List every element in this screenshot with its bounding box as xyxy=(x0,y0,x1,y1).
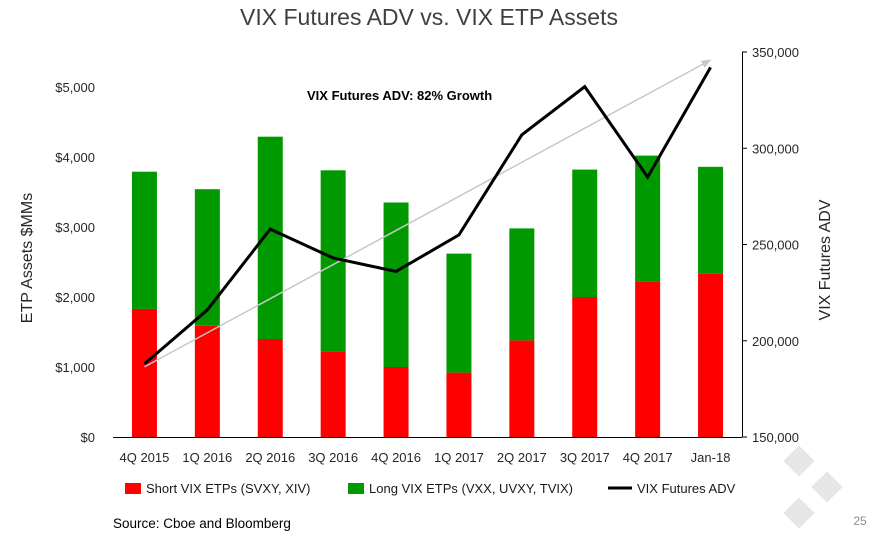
y-axis-left: $0 $1,000 $2,000 $3,000 $4,000 $5,000 xyxy=(55,80,95,445)
bar-long xyxy=(446,253,472,373)
bar-long xyxy=(194,189,220,326)
bar-long xyxy=(572,169,598,297)
bar-long xyxy=(698,166,724,274)
bar-short xyxy=(509,340,535,437)
x-tick-label: 1Q 2017 xyxy=(434,450,484,465)
x-tick-label: 1Q 2016 xyxy=(182,450,232,465)
bar-short xyxy=(572,297,598,437)
bar-short xyxy=(446,372,472,437)
trend-arrow-line xyxy=(144,59,712,368)
x-tick-label: 3Q 2017 xyxy=(560,450,610,465)
bar-long xyxy=(509,228,535,341)
trend-arrow xyxy=(144,59,712,368)
bar-short xyxy=(131,308,157,437)
bar-short xyxy=(698,273,724,437)
bar-short xyxy=(635,281,661,437)
y-tick-right: 150,000 xyxy=(752,430,799,445)
legend-swatch-short xyxy=(125,483,141,494)
bar-short xyxy=(383,367,409,437)
y-tick-left: $2,000 xyxy=(55,290,95,305)
y-tick-right: 200,000 xyxy=(752,334,799,349)
line-series xyxy=(143,66,712,365)
line-vix-futures-adv xyxy=(143,66,712,365)
axes xyxy=(113,52,743,438)
y-tick-right: 250,000 xyxy=(752,238,799,253)
bar-long xyxy=(383,202,409,367)
y-tick-right: 350,000 xyxy=(752,45,799,60)
x-tick-label: Jan-18 xyxy=(691,450,731,465)
bar-series xyxy=(131,136,724,437)
y-tick-left: $3,000 xyxy=(55,220,95,235)
bar-short xyxy=(257,339,283,437)
bar-long xyxy=(131,171,157,309)
logo-mark xyxy=(783,445,843,529)
annotation-growth: VIX Futures ADV: 82% Growth xyxy=(307,88,492,103)
y-axis-label-right: VIX Futures ADV xyxy=(817,199,834,320)
x-tick-label: 3Q 2016 xyxy=(308,450,358,465)
y-axis-right: 150,000 200,000 250,000 300,000 350,000 xyxy=(742,45,799,445)
x-tick-label: 4Q 2015 xyxy=(120,450,170,465)
bar-long xyxy=(257,136,283,339)
chart-title: VIX Futures ADV vs. VIX ETP Assets xyxy=(240,4,618,30)
x-axis: 4Q 2015 1Q 2016 2Q 2016 3Q 2016 4Q 2016 1Q 20… xyxy=(120,450,731,465)
y-tick-left: $1,000 xyxy=(55,360,95,375)
x-tick-label: 2Q 2017 xyxy=(497,450,547,465)
legend-swatch-long xyxy=(348,483,364,494)
y-tick-left: $5,000 xyxy=(55,80,95,95)
y-tick-left: $4,000 xyxy=(55,150,95,165)
y-axis-label-left: ETP Assets $MMs xyxy=(19,193,36,323)
legend-label-short: Short VIX ETPs (SVXY, XIV) xyxy=(146,481,311,496)
bar-short xyxy=(320,351,346,437)
legend-label-long: Long VIX ETPs (VXX, UVXY, TVIX) xyxy=(369,481,573,496)
x-tick-label: 2Q 2016 xyxy=(245,450,295,465)
legend-label-line: VIX Futures ADV xyxy=(637,481,736,496)
x-tick-label: 4Q 2017 xyxy=(623,450,673,465)
y-tick-left: $0 xyxy=(81,430,95,445)
y-tick-right: 300,000 xyxy=(752,141,799,156)
legend: Short VIX ETPs (SVXY, XIV) Long VIX ETPs… xyxy=(125,481,736,496)
source-note: Source: Cboe and Bloomberg xyxy=(113,516,291,531)
page-number: 25 xyxy=(853,514,867,528)
bar-short xyxy=(194,325,220,437)
x-tick-label: 4Q 2016 xyxy=(371,450,421,465)
